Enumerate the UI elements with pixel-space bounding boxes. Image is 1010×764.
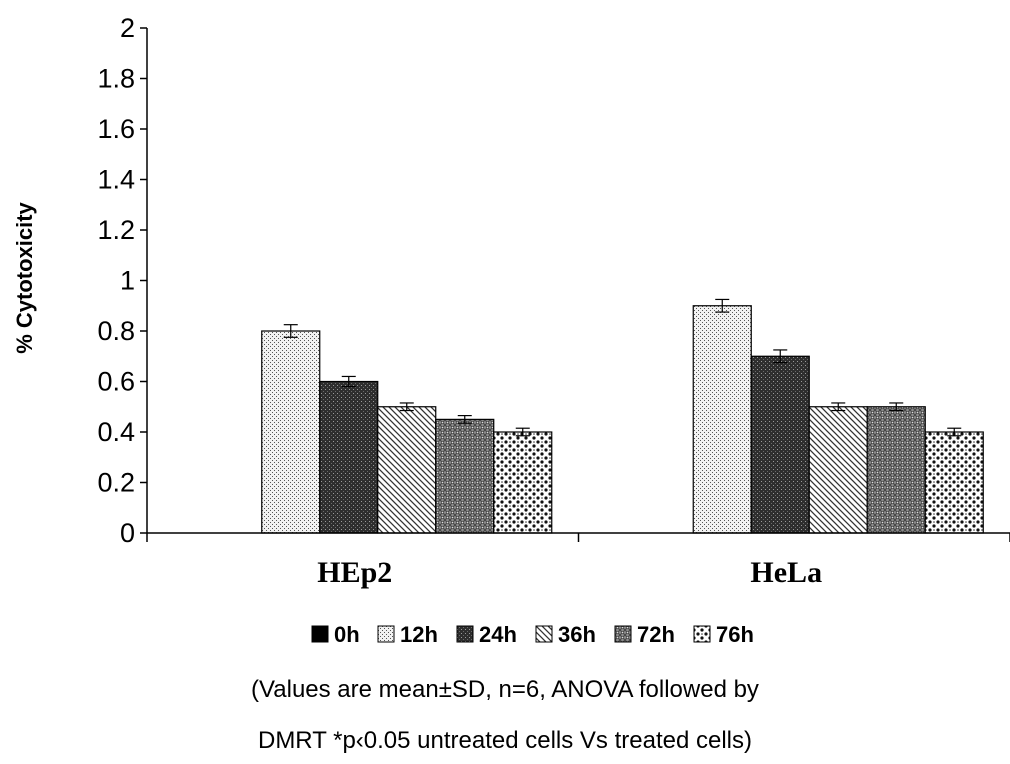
error-bar-12h-HeLa bbox=[715, 298, 730, 313]
legend-label: 36h bbox=[558, 622, 596, 647]
legend-swatch bbox=[693, 625, 711, 643]
bar-24h-HEp2 bbox=[319, 380, 379, 534]
category-labels: HEp2 HeLa bbox=[317, 556, 822, 589]
error-bar-76h-HEp2 bbox=[515, 427, 530, 437]
error-bar-72h-HEp2 bbox=[457, 414, 472, 424]
y-axis-ticks: 0 0.2 0.4 0.6 0.8 1 1.2 1.4 1.6 1.8 2 bbox=[97, 13, 147, 548]
bar-12h-HEp2 bbox=[261, 330, 321, 534]
legend-label: 12h bbox=[400, 622, 438, 647]
bar-36h-HEp2 bbox=[377, 406, 437, 534]
legend-label: 0h bbox=[334, 622, 360, 647]
legend-item-12h: 12h bbox=[377, 622, 438, 647]
y-tick-label: 1 bbox=[120, 266, 135, 296]
y-tick-label: 2 bbox=[120, 13, 135, 43]
bar-76h-HeLa bbox=[924, 431, 984, 534]
bar-36h-HeLa bbox=[808, 406, 868, 534]
y-tick-label: 0.6 bbox=[97, 367, 135, 397]
y-axis-label: % Cytotoxicity bbox=[12, 201, 37, 353]
y-tick-label: 0.8 bbox=[97, 316, 135, 346]
legend-swatch bbox=[311, 625, 329, 643]
bar-76h-HEp2 bbox=[493, 431, 553, 534]
y-tick-label: 0 bbox=[120, 518, 135, 548]
legend-item-24h: 24h bbox=[456, 622, 517, 647]
legend-item-76h: 76h bbox=[693, 622, 754, 647]
axes bbox=[146, 28, 1010, 542]
legend-swatch bbox=[614, 625, 632, 643]
bar-chart: 0 0.2 0.4 0.6 0.8 1 1.2 1.4 1.6 1.8 2 HEp2 HeLa % C… bbox=[12, 13, 1010, 647]
legend-item-0h: 0h bbox=[311, 622, 360, 647]
legend-swatch bbox=[456, 625, 474, 643]
y-tick-label: 1.2 bbox=[97, 215, 135, 245]
bar-12h-HeLa bbox=[692, 305, 752, 534]
legend-item-72h: 72h bbox=[614, 622, 675, 647]
y-tick-label: 0.2 bbox=[97, 468, 135, 498]
footnote-line-2: DMRT *p‹0.05 untreated cells Vs treated … bbox=[257, 727, 752, 754]
bar-72h-HEp2 bbox=[435, 418, 495, 534]
error-bar-76h-HeLa bbox=[947, 427, 962, 437]
error-bar-24h-HEp2 bbox=[341, 375, 356, 388]
error-bar-36h-HEp2 bbox=[399, 402, 414, 412]
category-label: HEp2 bbox=[317, 556, 392, 589]
y-tick-label: 1.6 bbox=[97, 114, 135, 144]
bar-24h-HeLa bbox=[750, 355, 810, 534]
y-tick-label: 0.4 bbox=[97, 417, 135, 447]
bar-series bbox=[261, 298, 984, 534]
legend-label: 72h bbox=[637, 622, 675, 647]
category-label: HeLa bbox=[750, 556, 822, 589]
y-tick-label: 1.4 bbox=[97, 165, 135, 195]
error-bar-24h-HeLa bbox=[773, 349, 788, 364]
y-tick-label: 1.8 bbox=[97, 64, 135, 94]
legend-label: 76h bbox=[716, 622, 754, 647]
legend-item-36h: 36h bbox=[535, 622, 596, 647]
error-bar-12h-HEp2 bbox=[283, 324, 298, 338]
legend-swatch bbox=[377, 625, 395, 643]
legend-label: 24h bbox=[479, 622, 517, 647]
footnote-line-1: (Values are mean±SD, n=6, ANOVA followed… bbox=[251, 676, 759, 703]
legend: 0h 12h 24h 36h 72h 76h bbox=[311, 622, 754, 647]
error-bar-72h-HeLa bbox=[889, 402, 904, 412]
error-bar-36h-HeLa bbox=[831, 402, 846, 412]
bar-72h-HeLa bbox=[866, 406, 926, 534]
legend-swatch bbox=[535, 625, 553, 643]
